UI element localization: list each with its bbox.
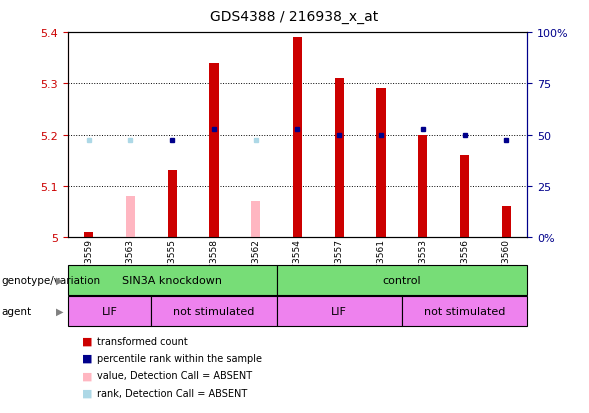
Text: not stimulated: not stimulated — [424, 306, 505, 316]
Text: rank, Detection Call = ABSENT: rank, Detection Call = ABSENT — [97, 388, 247, 398]
Text: LIF: LIF — [101, 306, 117, 316]
Text: SIN3A knockdown: SIN3A knockdown — [122, 275, 222, 285]
Text: ■: ■ — [82, 353, 93, 363]
Bar — [293, 38, 302, 237]
Text: value, Detection Call = ABSENT: value, Detection Call = ABSENT — [97, 370, 252, 380]
Text: control: control — [382, 275, 421, 285]
Text: ■: ■ — [82, 336, 93, 346]
Bar — [460, 156, 469, 237]
Text: percentile rank within the sample: percentile rank within the sample — [97, 353, 262, 363]
Text: LIF: LIF — [331, 306, 347, 316]
Text: genotype/variation: genotype/variation — [1, 275, 100, 285]
Bar — [376, 89, 386, 237]
Bar — [251, 202, 260, 237]
Bar — [167, 171, 177, 237]
Text: ■: ■ — [82, 388, 93, 398]
Text: not stimulated: not stimulated — [173, 306, 254, 316]
Bar — [209, 64, 219, 237]
Text: ▶: ▶ — [56, 306, 64, 316]
Text: transformed count: transformed count — [97, 336, 188, 346]
Bar — [126, 197, 135, 237]
Bar — [418, 135, 428, 237]
Bar — [502, 207, 511, 237]
Text: GDS4388 / 216938_x_at: GDS4388 / 216938_x_at — [210, 10, 379, 24]
Text: ■: ■ — [82, 370, 93, 380]
Bar — [84, 233, 93, 237]
Text: ▶: ▶ — [56, 275, 64, 285]
Text: agent: agent — [1, 306, 31, 316]
Bar — [335, 79, 344, 237]
